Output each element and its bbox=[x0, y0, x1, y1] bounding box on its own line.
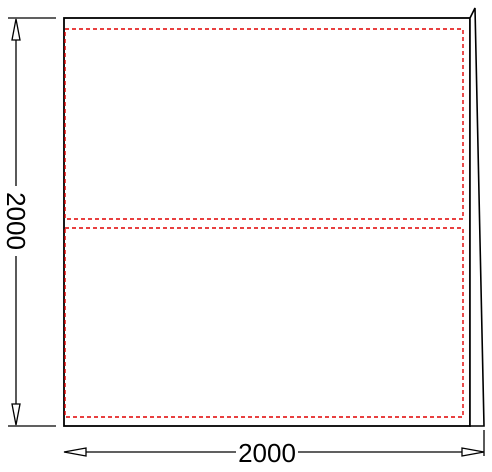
upper-dashed-pane bbox=[64, 28, 464, 220]
vertical-dimension bbox=[8, 17, 56, 427]
lower-dashed-pane bbox=[64, 227, 464, 418]
vertical-arrow-bottom-icon bbox=[11, 403, 21, 426]
panel-outline bbox=[63, 17, 471, 427]
width-dimension-label: 2000 bbox=[238, 438, 296, 468]
height-dimension-label: 2000 bbox=[1, 192, 31, 250]
dashed-lines bbox=[64, 28, 464, 418]
side-frame-profile bbox=[469, 7, 485, 427]
horizontal-arrow-right-icon bbox=[461, 447, 485, 457]
horizontal-arrow-left-icon bbox=[63, 447, 87, 457]
vertical-arrow-top-icon bbox=[11, 18, 21, 41]
horizontal-dimension bbox=[63, 430, 485, 457]
